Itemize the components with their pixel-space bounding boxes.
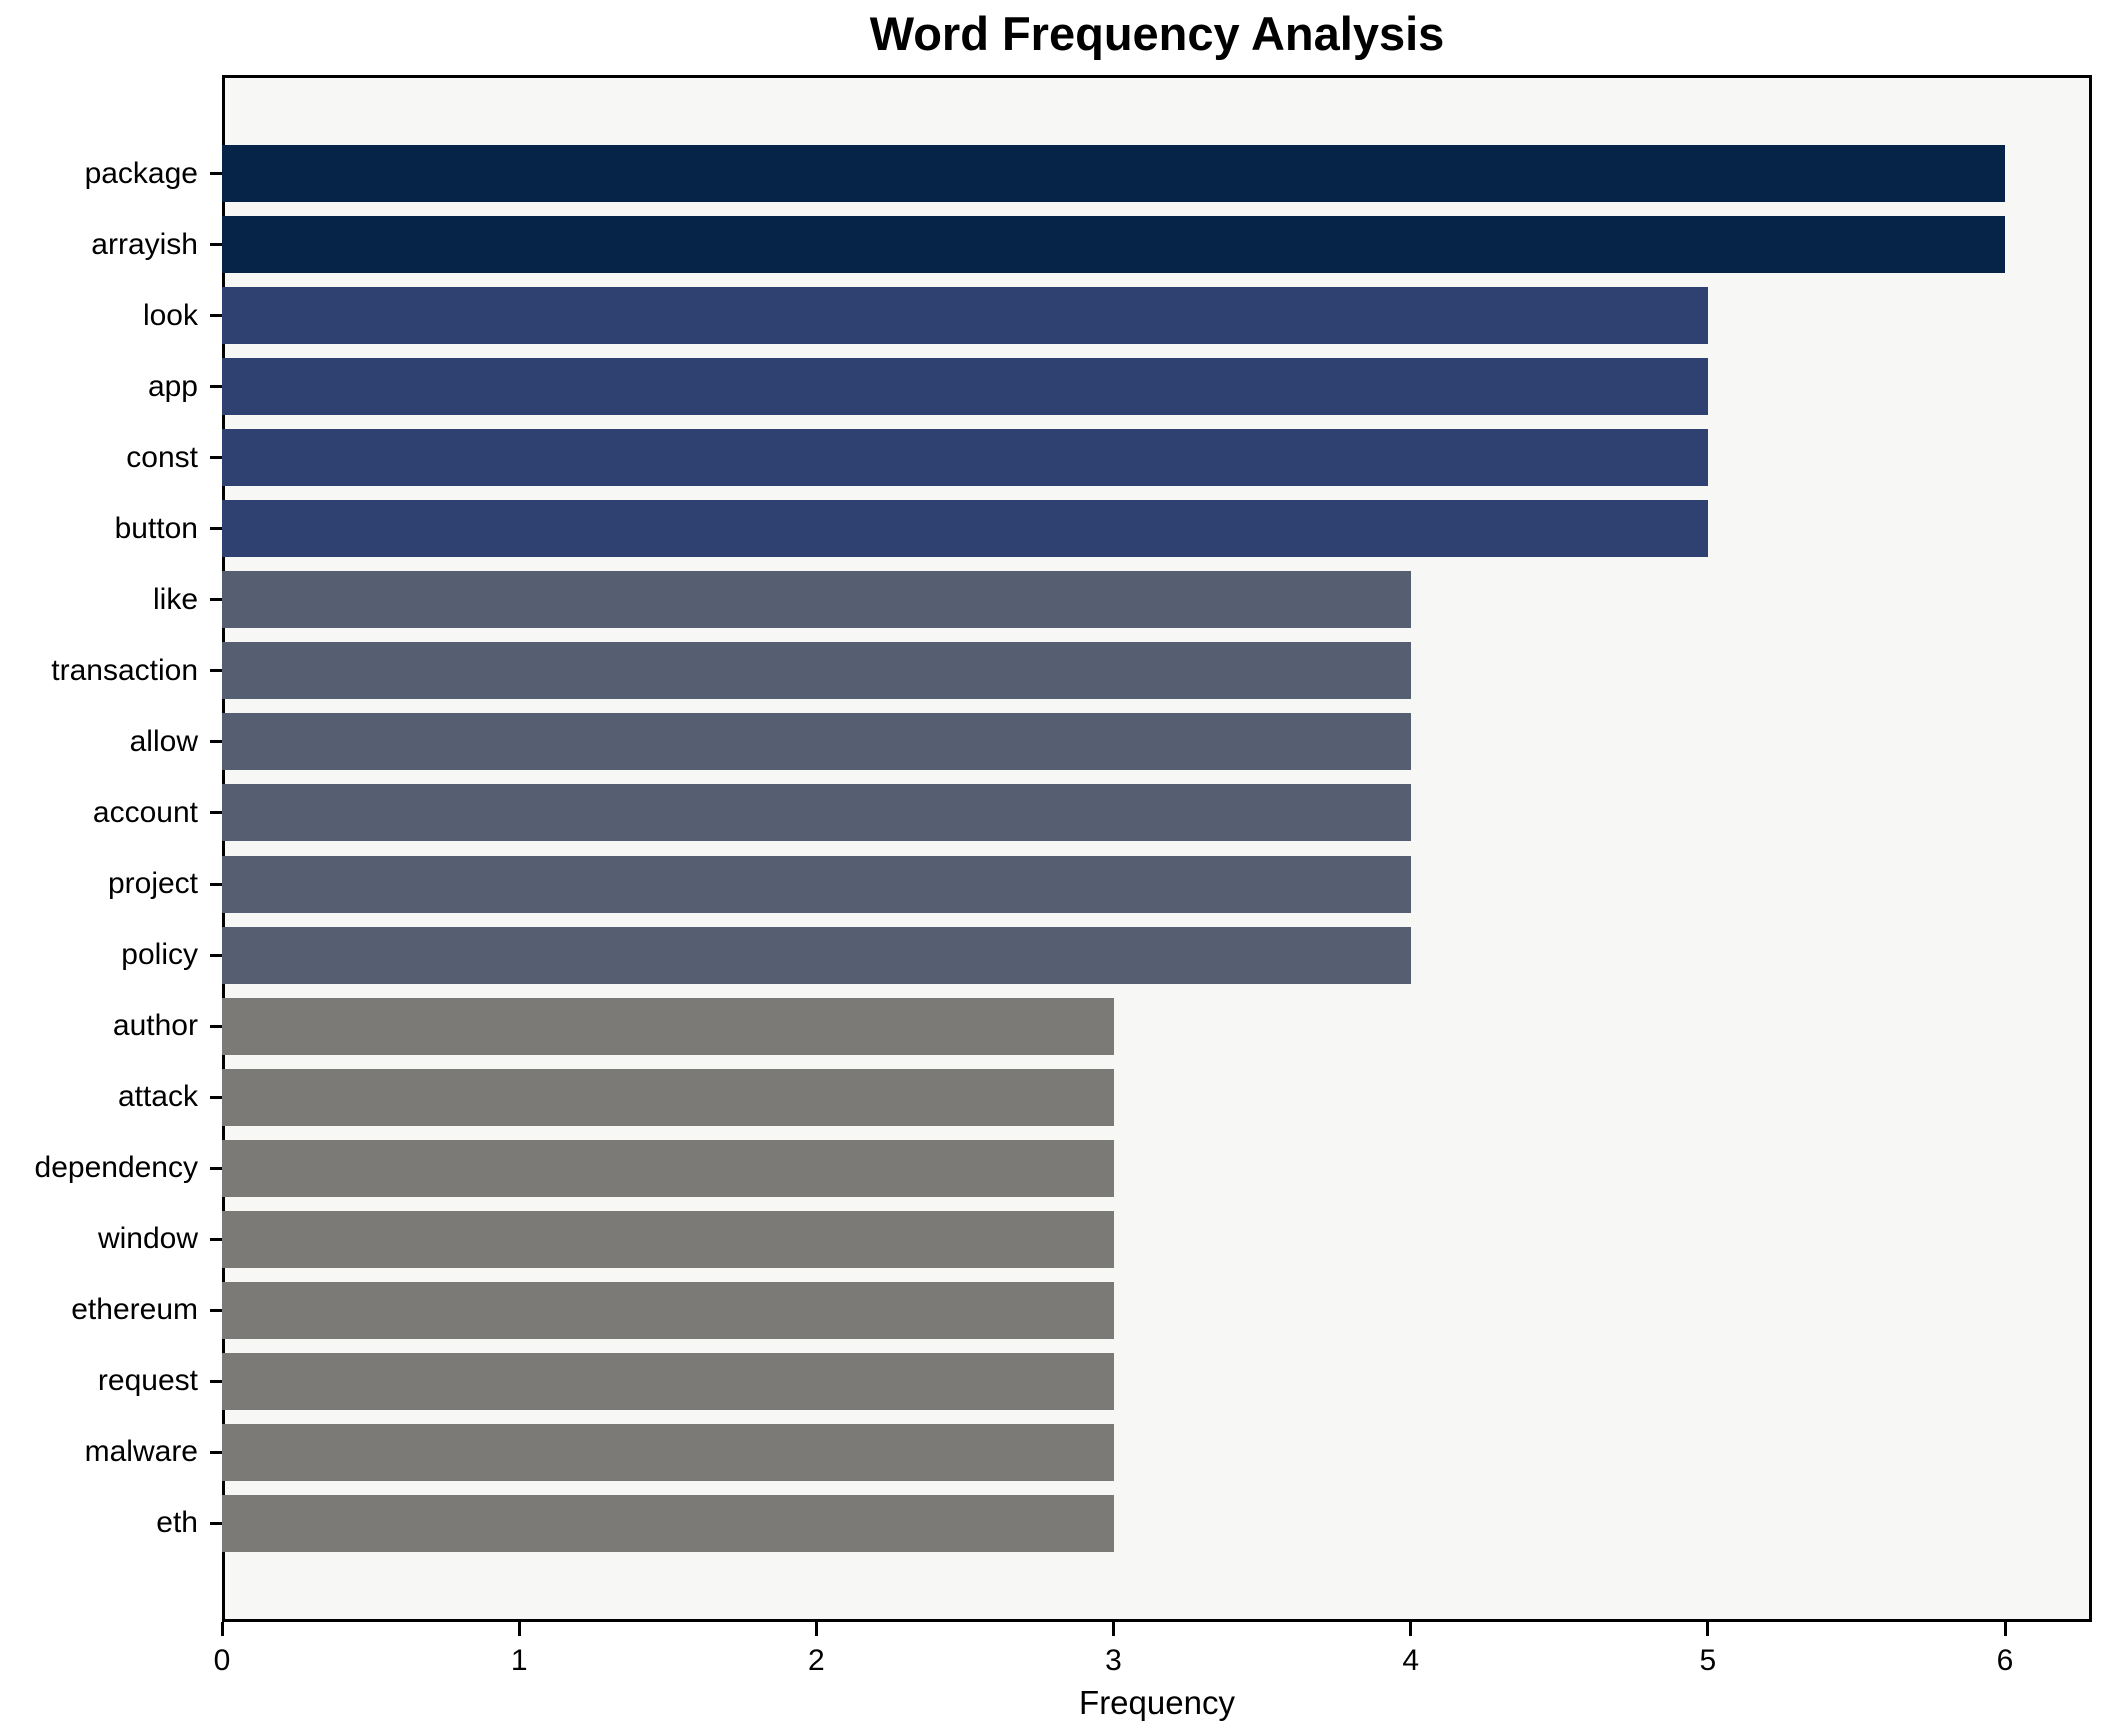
xtick-mark-3 <box>1112 1622 1115 1636</box>
ytick-mark-ethereum <box>210 1308 222 1312</box>
ytick-mark-dependency <box>210 1166 222 1170</box>
xtick-label-5: 5 <box>1699 1644 1717 1677</box>
ytick-label-like: like <box>152 582 198 616</box>
bar-author <box>222 997 1114 1055</box>
ytick-label-look: look <box>142 298 198 332</box>
bar-account <box>222 784 1411 842</box>
ytick-mark-attack <box>210 1095 222 1099</box>
bar-attack <box>222 1068 1114 1126</box>
ytick-label-window: window <box>97 1222 198 1256</box>
ytick-label-dependency: dependency <box>34 1151 198 1185</box>
ytick-mark-app <box>210 385 222 389</box>
bar-button <box>222 500 1708 558</box>
ytick-label-request: request <box>97 1364 198 1398</box>
ytick-mark-malware <box>210 1450 222 1454</box>
bar-eth <box>222 1494 1114 1552</box>
ytick-label-app: app <box>147 369 198 403</box>
bar-window <box>222 1210 1114 1268</box>
ytick-mark-policy <box>210 953 222 957</box>
ytick-mark-const <box>210 456 222 460</box>
ytick-mark-allow <box>210 740 222 744</box>
bar-look <box>222 287 1708 345</box>
ytick-label-ethereum: ethereum <box>71 1293 198 1327</box>
ytick-mark-transaction <box>210 669 222 673</box>
x-axis-label: Frequency <box>1079 1684 1235 1721</box>
bar-ethereum <box>222 1281 1114 1339</box>
ytick-mark-window <box>210 1237 222 1241</box>
xtick-mark-0 <box>220 1622 224 1636</box>
bar-request <box>222 1352 1114 1410</box>
ytick-label-account: account <box>92 795 198 829</box>
ytick-label-eth: eth <box>156 1506 198 1540</box>
xtick-label-3: 3 <box>1105 1644 1122 1677</box>
xtick-mark-4 <box>1409 1622 1413 1636</box>
ytick-label-allow: allow <box>129 724 198 758</box>
ytick-mark-button <box>210 527 222 531</box>
xtick-mark-2 <box>814 1622 818 1636</box>
xtick-label-2: 2 <box>807 1644 825 1677</box>
ytick-mark-look <box>210 314 222 318</box>
ytick-label-button: button <box>114 511 198 545</box>
ytick-mark-arrayish <box>210 243 222 247</box>
ytick-label-policy: policy <box>121 938 198 972</box>
ytick-mark-project <box>210 882 222 886</box>
bar-like <box>222 571 1411 629</box>
xtick-mark-5 <box>1706 1622 1710 1636</box>
bar-package <box>222 145 2006 203</box>
bar-malware <box>222 1423 1114 1481</box>
ytick-mark-like <box>210 598 222 602</box>
bar-transaction <box>222 642 1411 700</box>
bar-project <box>222 855 1411 913</box>
chart-title: Word Frequency Analysis <box>869 7 1445 60</box>
bar-policy <box>222 926 1411 984</box>
ytick-mark-package <box>210 172 222 176</box>
xtick-label-0: 0 <box>213 1644 231 1677</box>
bar-const <box>222 429 1708 487</box>
ytick-label-project: project <box>107 867 198 900</box>
xtick-mark-6 <box>2003 1622 2007 1636</box>
ytick-mark-eth <box>210 1521 222 1525</box>
ytick-label-malware: malware <box>84 1435 198 1469</box>
ytick-mark-account <box>210 811 222 815</box>
bar-app <box>222 358 1708 416</box>
ytick-label-package: package <box>84 156 198 190</box>
xtick-mark-1 <box>517 1622 521 1636</box>
bar-arrayish <box>222 216 2006 274</box>
ytick-mark-author <box>210 1024 222 1028</box>
ytick-label-author: author <box>112 1009 198 1043</box>
ytick-label-const: const <box>126 440 198 474</box>
xtick-label-6: 6 <box>1996 1644 2014 1677</box>
ytick-mark-request <box>210 1379 222 1383</box>
bar-dependency <box>222 1139 1114 1197</box>
ytick-label-attack: attack <box>117 1080 198 1114</box>
ytick-label-transaction: transaction <box>51 653 198 687</box>
ytick-label-arrayish: arrayish <box>91 227 198 261</box>
xtick-label-4: 4 <box>1402 1644 1420 1677</box>
bar-allow <box>222 713 1411 771</box>
xtick-label-1: 1 <box>510 1644 528 1677</box>
